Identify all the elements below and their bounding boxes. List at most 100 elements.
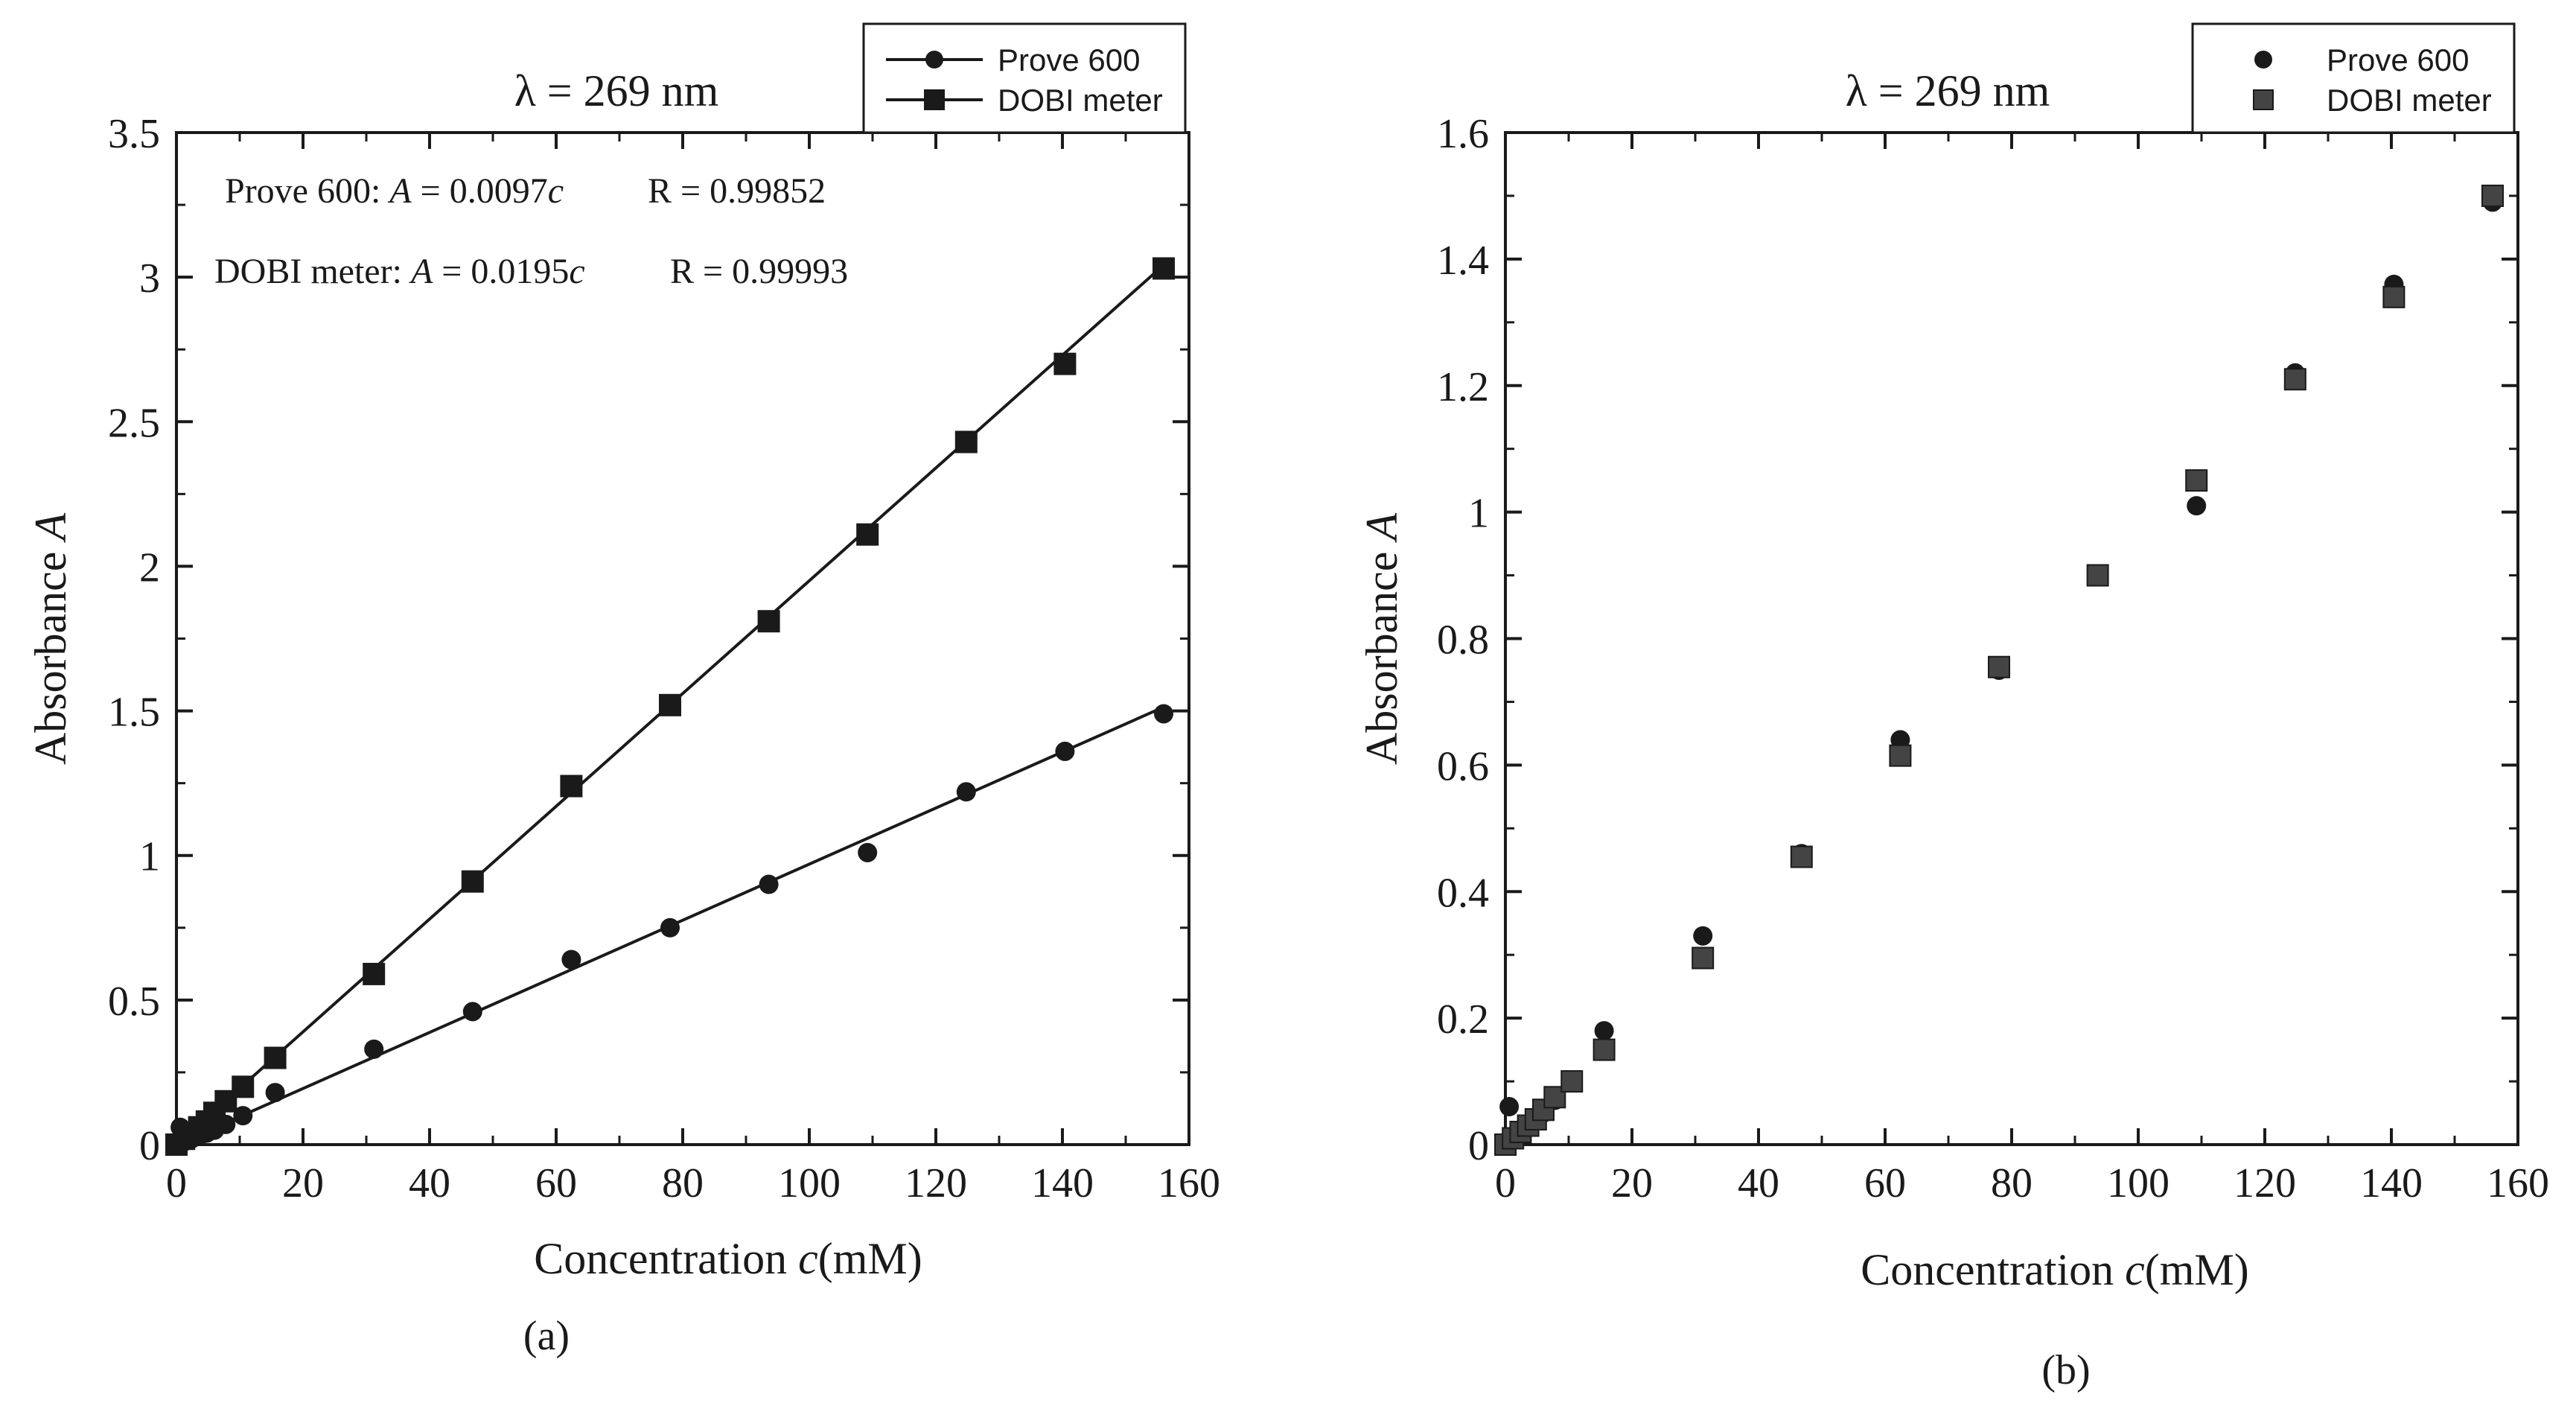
legend: Prove 600 DOBI meter <box>862 22 1187 134</box>
data-point-circle <box>660 917 680 938</box>
fit-r-value: R = 0.99852 <box>648 171 826 211</box>
x-tick-label: 0 <box>1495 1160 1516 1206</box>
chart-panel-b: 0 20 40 60 80 100 120 140 160 0 0.2 0.4 0.6 0.8 1 1.2 1.… <box>1357 22 2549 1393</box>
x-axis-label: Concentration c(mM) <box>534 1234 922 1283</box>
data-point-square <box>214 1090 237 1113</box>
legend-box <box>2191 22 2516 134</box>
data-point-square <box>1988 655 2010 678</box>
legend-label: DOBI meter <box>2327 83 2492 118</box>
x-tick-label: 120 <box>905 1160 967 1206</box>
y-tick-label: 1.6 <box>1437 111 1489 157</box>
x-tick-label: 20 <box>282 1160 324 1206</box>
y-tick-label: 0.2 <box>1437 996 1489 1043</box>
data-point-square <box>2185 469 2208 492</box>
legend-label: Prove 600 <box>998 42 1140 77</box>
legend-marker-square <box>2253 89 2274 110</box>
data-point-square <box>232 1075 255 1098</box>
legend-marker-circle <box>2254 51 2272 69</box>
x-tick-label: 0 <box>166 1160 187 1206</box>
y-tick-label: 3 <box>139 255 160 302</box>
x-tick-label: 140 <box>2360 1160 2423 1206</box>
x-axis-label: Concentration c(mM) <box>1861 1245 2249 1294</box>
x-tick-label: 40 <box>1738 1160 1779 1206</box>
y-tick-label: 0.8 <box>1437 617 1489 664</box>
data-point-square <box>2382 285 2406 308</box>
data-point-square <box>757 610 780 633</box>
y-axis-label: Absorbance A <box>1357 513 1406 766</box>
y-tick-label: 0.6 <box>1437 743 1489 789</box>
x-tick-label: 100 <box>2107 1160 2169 1206</box>
x-tick-label: 20 <box>1611 1160 1653 1206</box>
y-tick-label: 1.5 <box>108 690 160 736</box>
data-point-square <box>2283 368 2306 391</box>
x-tick-label: 140 <box>1031 1160 1094 1206</box>
data-point-square <box>1593 1038 1616 1061</box>
legend-label: DOBI meter <box>998 83 1163 118</box>
legend: Prove 600 DOBI meter <box>2191 22 2516 134</box>
fit-r-value: R = 0.99993 <box>670 252 848 291</box>
x-tick-label: 60 <box>1864 1160 1906 1206</box>
data-point-square <box>1152 257 1175 280</box>
y-tick-label: 0.4 <box>1437 870 1489 916</box>
x-tick-label: 120 <box>2234 1160 2296 1206</box>
data-point-square <box>954 430 978 454</box>
data-point-circle <box>233 1106 253 1126</box>
data-point-circle <box>1693 926 1713 946</box>
x-tick-label: 100 <box>778 1160 841 1206</box>
x-tick-label: 160 <box>1158 1160 1220 1206</box>
legend-marker-circle <box>925 51 943 69</box>
legend-box <box>862 22 1187 134</box>
data-point-circle <box>364 1039 384 1059</box>
data-point-circle <box>1499 1097 1520 1117</box>
data-point-circle <box>759 874 779 894</box>
data-point-circle <box>956 782 976 802</box>
chart-title: λ = 269 nm <box>1846 66 2050 115</box>
data-point-square <box>363 962 386 985</box>
y-axis-label: Absorbance A <box>26 513 75 766</box>
data-point-circle <box>1594 1021 1614 1041</box>
x-tick-label: 80 <box>662 1160 704 1206</box>
legend-marker-square <box>924 89 945 110</box>
data-point-circle <box>561 950 581 970</box>
fit-equation: Prove 600: A = 0.0097c <box>225 171 564 211</box>
y-tick-label: 1 <box>139 834 160 880</box>
data-point-square <box>560 775 583 798</box>
panel-label: (a) <box>523 1313 570 1359</box>
y-tick-label: 2.5 <box>108 400 160 446</box>
data-point-circle <box>265 1083 285 1103</box>
y-tick-label: 3.5 <box>108 111 160 157</box>
data-point-square <box>1532 1098 1555 1122</box>
data-point-square <box>1790 845 1813 868</box>
y-tick-label: 0 <box>139 1123 160 1169</box>
series-prove-600 <box>167 704 1173 1154</box>
data-point-circle <box>858 842 878 862</box>
y-tick-label: 1.2 <box>1437 364 1489 410</box>
y-tick-label: 0 <box>1468 1123 1489 1169</box>
y-tick-label: 1 <box>1468 491 1489 537</box>
panel-label: (b) <box>2041 1347 2090 1393</box>
x-tick-label: 60 <box>535 1160 577 1206</box>
data-point-square <box>264 1046 287 1069</box>
data-point-square <box>1053 352 1077 375</box>
legend-label: Prove 600 <box>2327 42 2469 77</box>
data-point-square <box>461 870 484 893</box>
fit-equation: DOBI meter: A = 0.0195c <box>214 252 585 291</box>
data-point-circle <box>2187 496 2207 516</box>
data-point-circle <box>1154 704 1173 724</box>
x-tick-label: 80 <box>1991 1160 2033 1206</box>
series-dobi-meter <box>165 257 1175 1156</box>
y-tick-label: 1.4 <box>1437 238 1489 284</box>
data-point-circle <box>1055 741 1075 761</box>
chart-panel-a: 0 20 40 60 80 100 120 140 160 0 0.5 1 1.5 2 2.5 3 3.5 λ =… <box>26 22 1220 1359</box>
y-tick-label: 0.5 <box>108 979 160 1025</box>
data-point-square <box>856 523 879 546</box>
data-point-square <box>1560 1070 1584 1093</box>
y-tick-label: 2 <box>139 544 160 591</box>
data-point-square <box>2481 184 2504 207</box>
x-tick-label: 40 <box>409 1160 450 1206</box>
data-point-square <box>1692 947 1715 970</box>
data-point-square <box>2086 564 2109 587</box>
x-tick-label: 160 <box>2487 1160 2549 1206</box>
chart-title: λ = 269 nm <box>514 66 719 115</box>
